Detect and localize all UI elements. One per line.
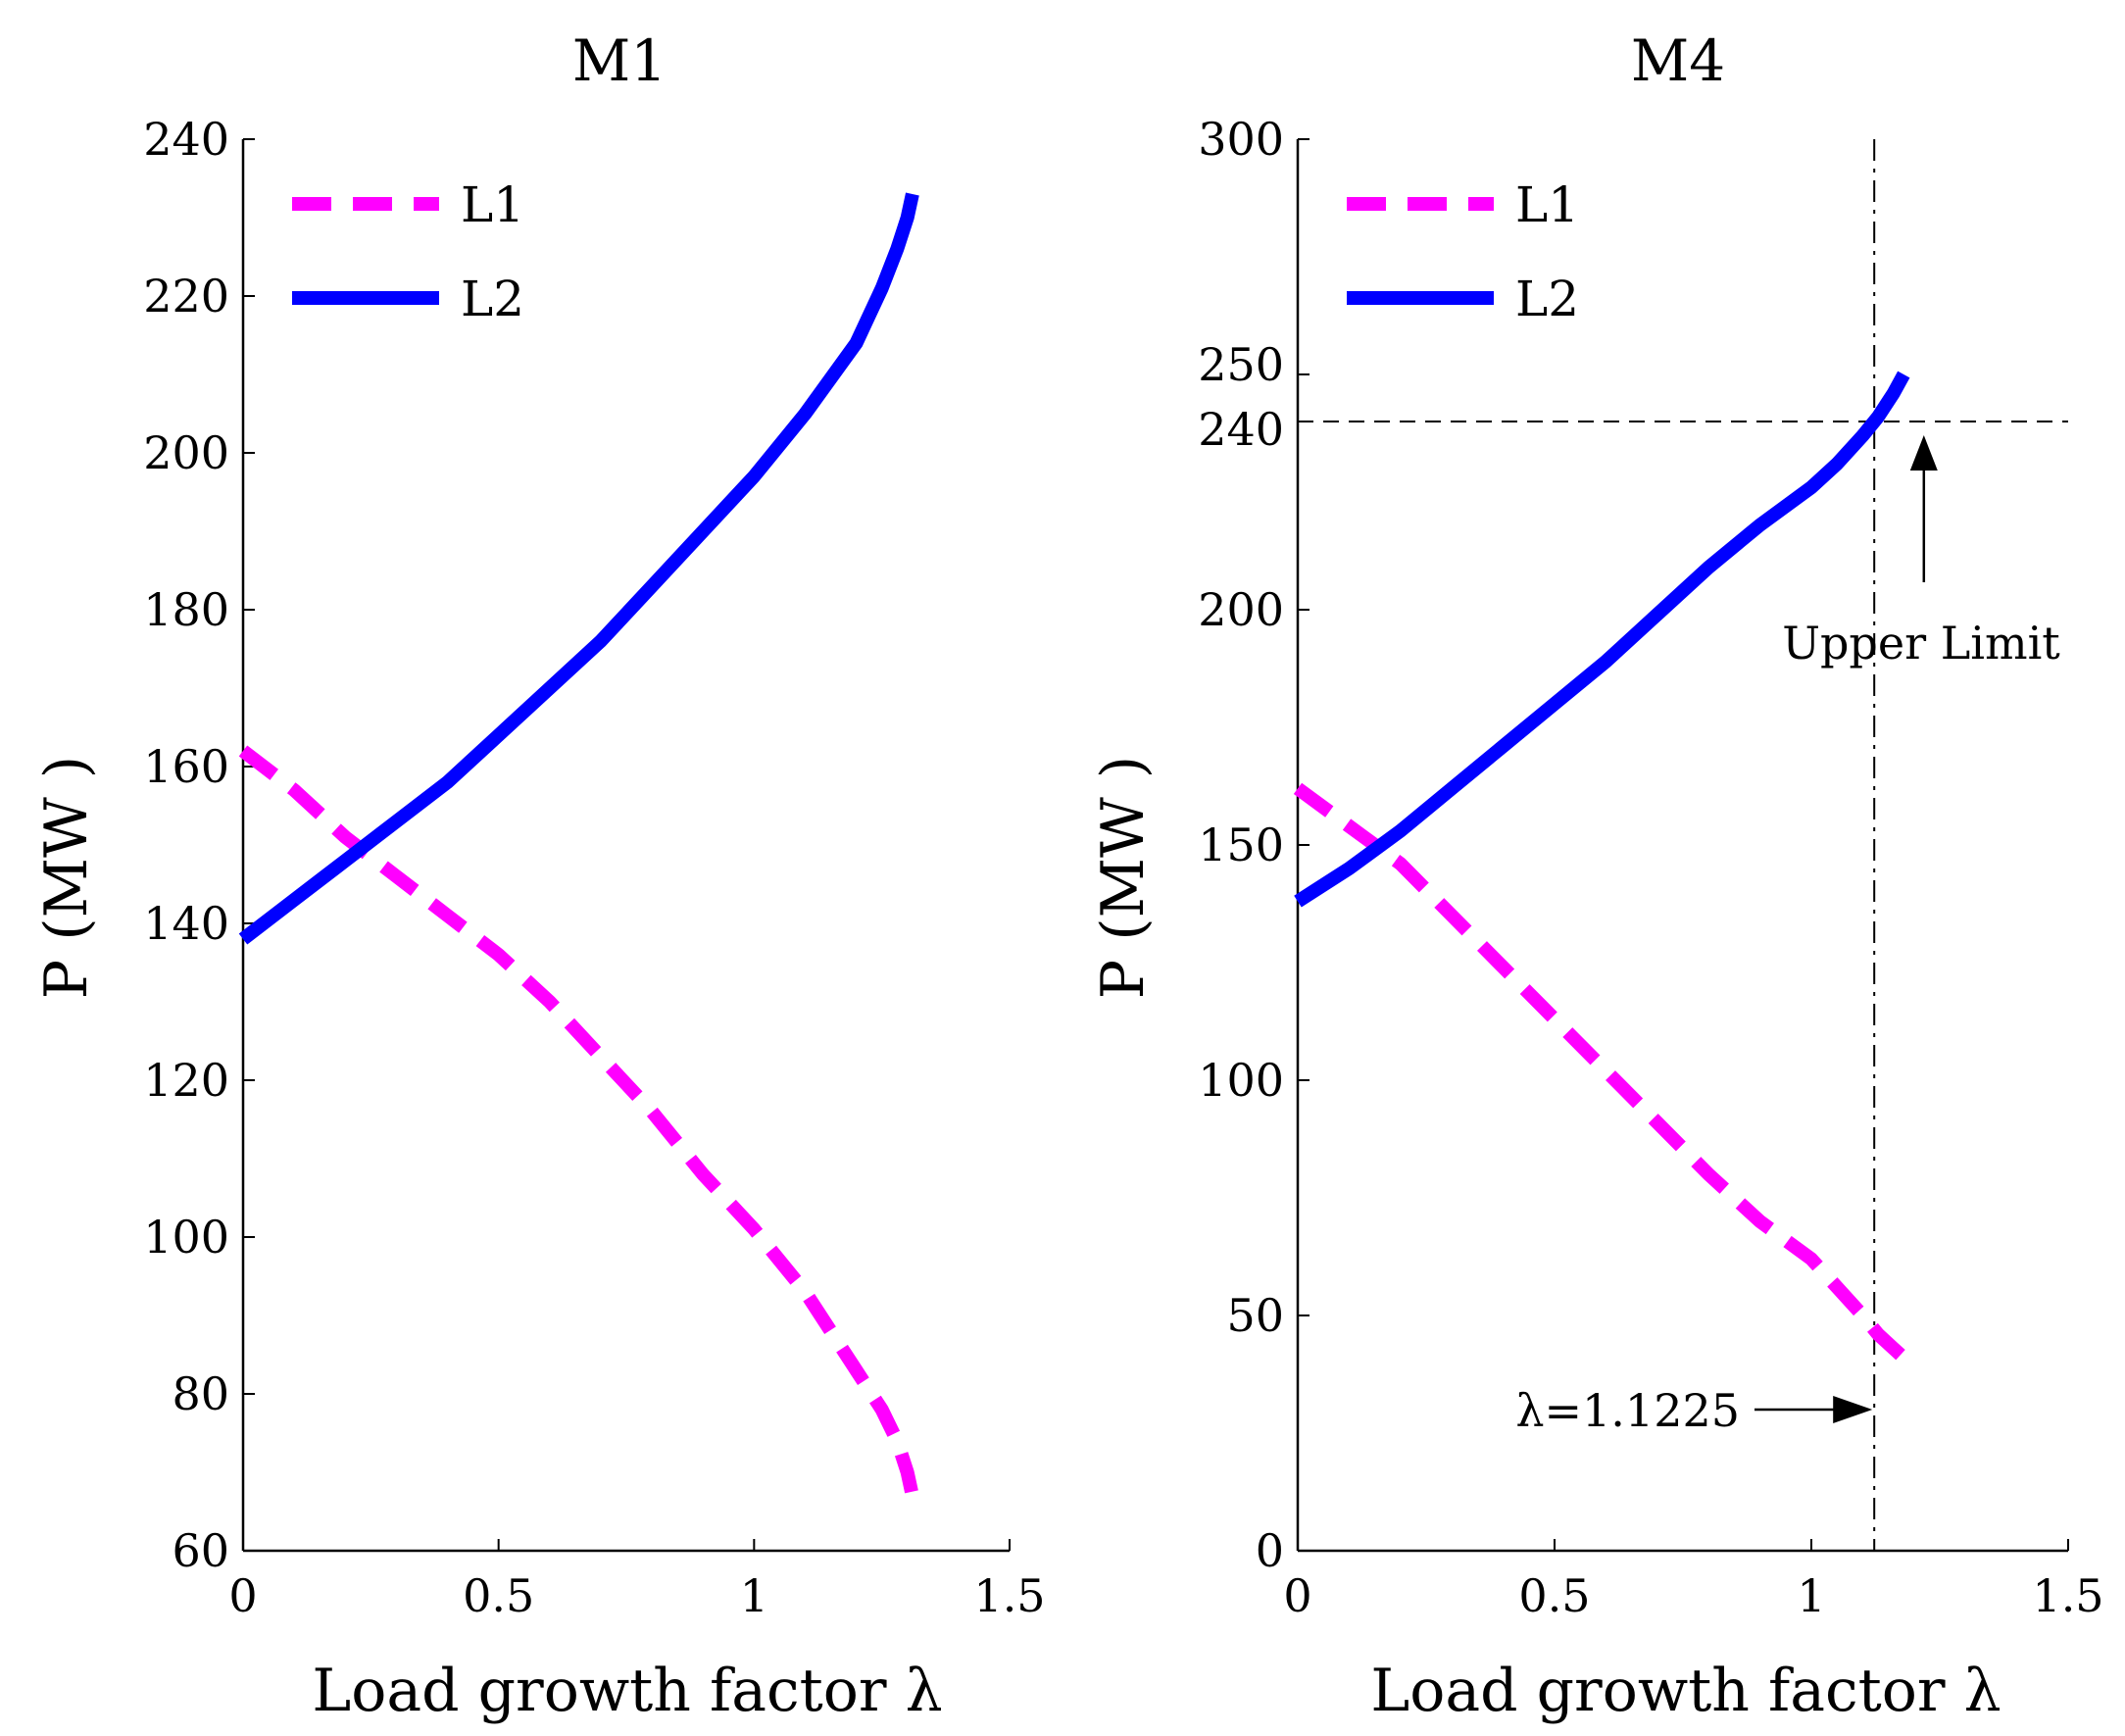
x-tick-label: 1 xyxy=(1797,1569,1825,1622)
series-line-l2 xyxy=(1294,371,1910,908)
y-tick-label: 100 xyxy=(143,1211,229,1264)
x-tick-label: 0.5 xyxy=(463,1569,534,1622)
y-tick-label: 100 xyxy=(1198,1054,1284,1107)
y-tick-label: 200 xyxy=(1198,583,1284,636)
y-tick-label: 160 xyxy=(143,740,229,793)
chart-title: M4 xyxy=(1631,27,1725,94)
x-axis-label: Load growth factor λ xyxy=(312,1657,942,1725)
legend: L1 L2 xyxy=(1347,176,1579,327)
y-tick-label: 250 xyxy=(1198,338,1284,391)
x-tick-label: 1.5 xyxy=(973,1569,1045,1622)
x-axis-label: Load growth factor λ xyxy=(1370,1657,2001,1725)
y-tick-label: 140 xyxy=(143,897,229,950)
x-tick-label: 0.5 xyxy=(1518,1569,1590,1622)
legend-label-l1: L1 xyxy=(461,176,524,233)
series-layer xyxy=(1293,371,1910,1364)
y-tick-label: 220 xyxy=(143,270,229,322)
reference-lines xyxy=(1298,139,2068,1551)
y-tick-label: 120 xyxy=(143,1054,229,1107)
y-tick-label: 50 xyxy=(1226,1289,1284,1342)
y-axis-label: P (MW ) xyxy=(32,756,101,999)
x-tick-label: 0 xyxy=(228,1569,257,1622)
chart-panel-m1: M1 Load growth factor λ P (MW ) 0 0.5 1 1.5… xyxy=(32,27,1046,1725)
y-tick-label: 200 xyxy=(143,426,229,479)
legend-label-l1: L1 xyxy=(1515,176,1579,233)
y-tick-label: 60 xyxy=(172,1524,229,1577)
y-tick-label: 240 xyxy=(1198,403,1284,456)
y-axis-label: P (MW ) xyxy=(1089,756,1158,999)
series-layer xyxy=(238,192,919,1498)
annotation-lambda: λ=1.1225 xyxy=(1515,1384,1740,1437)
arrow-head-lambda xyxy=(1833,1396,1873,1423)
y-tick-label: 300 xyxy=(1198,113,1284,166)
annotation-upper-limit: Upper Limit xyxy=(1782,617,2060,670)
axes: 0 0.5 1 1.5 60 80 100 120 140 160 180 200 220 240 xyxy=(143,113,1045,1622)
legend: L1 L2 xyxy=(292,176,524,327)
y-tick-label: 80 xyxy=(172,1367,229,1420)
x-tick-label: 1.5 xyxy=(2032,1569,2103,1622)
chart-title: M1 xyxy=(572,27,667,94)
axes: 0 0.5 1 1.5 0 50 100 150 200 240 250 300 xyxy=(1198,113,2103,1622)
x-tick-label: 0 xyxy=(1283,1569,1311,1622)
y-tick-label: 240 xyxy=(143,113,229,166)
x-tick-label: 1 xyxy=(740,1569,768,1622)
annotations: Upper Limit λ=1.1225 xyxy=(1515,435,2060,1437)
y-tick-label: 0 xyxy=(1256,1524,1284,1577)
series-line-l2 xyxy=(238,192,919,945)
chart-panel-m4: M4 Load growth factor λ P (MW ) 0 0.5 1 1.5… xyxy=(1089,27,2104,1725)
legend-label-l2: L2 xyxy=(1515,271,1579,327)
arrow-head-upper-limit xyxy=(1909,435,1938,471)
y-tick-label: 180 xyxy=(143,583,229,636)
series-line-l1 xyxy=(238,745,919,1498)
legend-label-l2: L2 xyxy=(461,271,524,327)
y-tick-label: 150 xyxy=(1198,818,1284,871)
